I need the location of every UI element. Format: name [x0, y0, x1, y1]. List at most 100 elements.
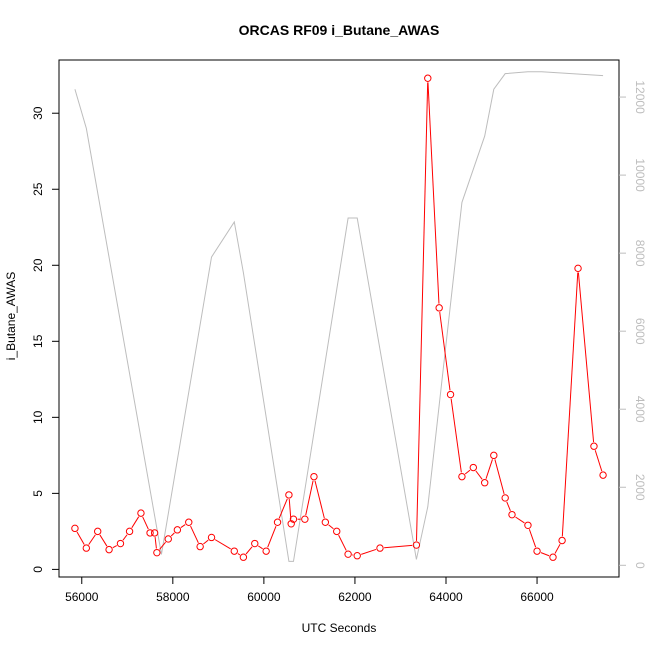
data-point [137, 509, 145, 517]
data-point [424, 74, 432, 82]
data-point [207, 533, 216, 542]
red-series-segment [594, 450, 603, 472]
red-series-segment [142, 516, 149, 530]
y-tick-label: 20 [31, 258, 45, 272]
red-series-segment [464, 469, 471, 475]
data-point [262, 547, 270, 555]
series-left-red-line [71, 74, 607, 561]
red-series-segment [561, 272, 579, 537]
red-series-segment [361, 548, 377, 555]
y2-tick-label: 10000 [633, 158, 647, 192]
red-series-segment [439, 311, 451, 391]
red-series-segment [170, 532, 175, 537]
red-series-segment [305, 480, 314, 516]
red-series-segment [475, 470, 483, 480]
gray-series-line [74, 71, 604, 562]
y-tick-label: 30 [31, 106, 45, 120]
red-series-segment [540, 552, 550, 557]
axes: 56000 58000 60000 62000 64000 660000510152025… [31, 80, 647, 604]
x-tick-label: 58000 [156, 590, 190, 604]
data-point [435, 304, 443, 312]
data-point [185, 518, 193, 526]
data-point [446, 390, 455, 399]
red-series-segment [122, 534, 128, 541]
data-point [82, 544, 91, 552]
x-tick-label: 60000 [247, 590, 281, 604]
data-point [150, 529, 159, 537]
data-point [310, 472, 318, 481]
data-point [599, 471, 607, 479]
y-tick-label: 0 [31, 566, 45, 573]
data-point [153, 548, 161, 557]
red-series-segment [112, 545, 117, 549]
red-series-segment [288, 499, 292, 520]
y-tick-label: 25 [31, 182, 45, 196]
data-point [239, 553, 248, 561]
data-point [146, 529, 154, 537]
red-series-segment [88, 534, 96, 545]
red-series-segment [506, 501, 511, 511]
plot-frame [58, 59, 620, 578]
red-series-segment [485, 459, 493, 479]
red-series-segment [515, 516, 525, 524]
data-point [71, 524, 79, 533]
data-point [321, 518, 330, 526]
y2-tick-label: 0 [633, 562, 647, 569]
data-point [301, 515, 309, 523]
data-point [196, 542, 204, 551]
series-right-gray-line [74, 71, 604, 562]
red-series-segment [237, 553, 241, 556]
data-point [289, 515, 298, 523]
y2-tick-label: 8000 [633, 240, 647, 267]
data-point [376, 544, 384, 552]
data-point [574, 264, 582, 273]
red-series-segment [257, 545, 263, 550]
data-point [412, 541, 421, 549]
red-series-segment [159, 541, 166, 550]
red-series-segment [528, 529, 537, 548]
data-point [93, 527, 102, 536]
x-tick-label: 62000 [338, 590, 372, 604]
red-series-segment [99, 534, 108, 547]
data-point [501, 494, 509, 502]
red-series-segment [76, 531, 85, 545]
data-point [230, 547, 238, 555]
x-tick-label: 64000 [429, 590, 463, 604]
red-series-segment [180, 524, 186, 528]
data-point [490, 451, 498, 460]
data-point [480, 479, 489, 487]
y-tick-label: 15 [31, 334, 45, 348]
data-point [333, 527, 341, 536]
x-tick-label: 56000 [65, 590, 99, 604]
y-tick-label: 5 [31, 490, 45, 497]
data-point [549, 553, 557, 561]
y-axis-label: i_Butane_AWAS [4, 272, 18, 361]
red-series-segment [494, 459, 505, 495]
data-point [164, 535, 172, 543]
red-series-segment [203, 539, 209, 545]
red-series-segment [245, 546, 253, 555]
red-series-segment [190, 525, 199, 543]
data-point [458, 472, 466, 481]
y2-tick-label: 2000 [633, 474, 647, 501]
data-point [533, 547, 541, 555]
data-point [508, 510, 516, 519]
chart-title: ORCAS RF09 i_Butane_AWAS [239, 22, 440, 38]
red-series-segment [267, 525, 277, 548]
data-point [558, 536, 566, 545]
x-axis-label: UTC Seconds [302, 621, 377, 635]
data-point [287, 520, 295, 528]
red-series-segment [338, 534, 347, 551]
data-point [251, 539, 259, 548]
data-point [173, 526, 182, 534]
red-series-segment [384, 544, 413, 549]
data-point [273, 518, 282, 526]
y-tick-label: 10 [31, 410, 45, 424]
red-series-segment [450, 398, 462, 473]
red-series-segment [131, 516, 140, 529]
data-point [285, 491, 293, 499]
red-series-segment [416, 82, 429, 541]
data-point [116, 539, 125, 548]
red-series-segment [214, 539, 231, 550]
